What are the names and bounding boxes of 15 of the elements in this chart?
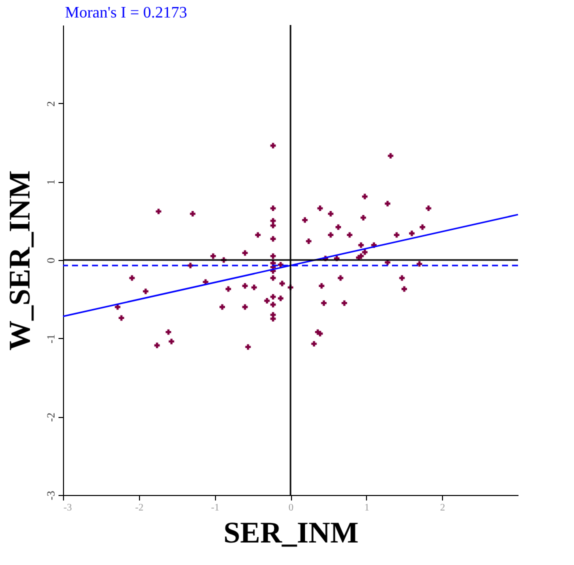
chart-title: Moran's I = 0.2173 [65, 4, 188, 22]
y-tick-label: 2 [46, 101, 58, 107]
y-tick-label: -3 [46, 490, 58, 500]
x-axis-title: SER_INM [223, 516, 359, 550]
y-axis-title: W_SER_INM [4, 170, 36, 351]
x-tick-label: 0 [288, 502, 294, 514]
x-tick-label: 2 [440, 502, 446, 514]
x-tick-label: -2 [135, 502, 144, 514]
x-tick-label: 1 [364, 502, 370, 514]
y-tick-label: -1 [46, 334, 58, 344]
y-tick-label: 1 [46, 179, 58, 185]
y-tick-label: -2 [46, 412, 58, 422]
y-tick-label: 0 [46, 257, 58, 264]
x-tick-label: -3 [64, 502, 72, 514]
x-tick-label: -1 [210, 502, 220, 514]
